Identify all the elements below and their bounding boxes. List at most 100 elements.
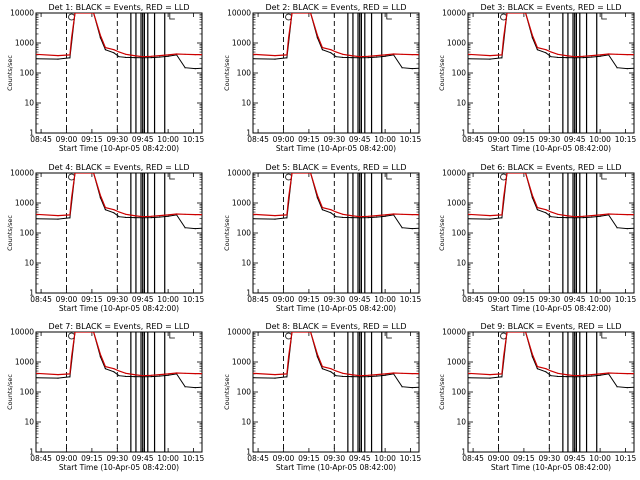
data-point-lld: [321, 366, 324, 368]
data-point-lld: [142, 56, 144, 58]
y-tick-label: 10000: [227, 9, 251, 18]
data-point-lld: [330, 368, 332, 370]
data-point-lld: [274, 374, 276, 376]
data-point-events: [418, 227, 419, 229]
data-point-lld: [359, 375, 361, 377]
top-marker-hook: [169, 13, 175, 20]
y-tick-label: 100: [452, 69, 467, 78]
data-point-events: [330, 52, 332, 54]
x-tick-label: 08:45: [247, 454, 269, 463]
data-point-lld: [582, 55, 584, 57]
chart-panel-5: Det 5: BLACK = Events, RED = LLD 1 10 100 10…: [223, 163, 422, 313]
data-point-lld: [184, 372, 186, 374]
x-axis-label: Start Time (10-Apr-05 08:42:00): [491, 304, 611, 313]
chart-title: Det 7: BLACK = Events, RED = LLD: [49, 322, 190, 331]
data-point-events: [335, 56, 337, 58]
x-tick-label: 09:45: [132, 295, 154, 304]
data-point-lld: [342, 53, 344, 55]
data-point-events: [616, 386, 618, 388]
data-point-events: [468, 58, 469, 60]
data-point-events: [376, 56, 378, 58]
data-point-lld: [125, 53, 127, 55]
data-point-lld: [159, 215, 161, 217]
data-point-lld: [287, 356, 290, 358]
data-point-events: [201, 227, 202, 229]
data-point-events: [574, 217, 576, 219]
data-point-lld: [557, 372, 559, 374]
x-tick-label: 10:15: [400, 295, 422, 304]
data-point-lld: [392, 213, 395, 215]
series-line-lld: [253, 13, 419, 58]
plot-area: [36, 173, 202, 293]
x-tick-label: 09:30: [323, 295, 345, 304]
plot-area: [468, 13, 634, 133]
data-point-events: [36, 58, 37, 60]
series-line-lld: [468, 173, 634, 218]
data-point-events: [582, 217, 584, 219]
data-point-events: [175, 214, 178, 216]
data-point-events: [574, 376, 576, 378]
data-point-lld: [118, 370, 120, 372]
top-marker-hook: [169, 332, 175, 339]
plot-area: [253, 173, 419, 293]
data-point-events: [330, 371, 332, 373]
data-point-lld: [501, 373, 503, 375]
y-tick-label: 1000: [15, 358, 34, 367]
data-point-events: [468, 218, 469, 220]
top-marker-hook: [601, 173, 607, 180]
data-point-lld: [591, 215, 593, 217]
x-tick-label: 09:00: [488, 135, 510, 144]
data-point-lld: [384, 214, 386, 216]
x-tick-label: 09:00: [273, 295, 295, 304]
data-point-events: [167, 55, 169, 57]
x-tick-label: 09:45: [564, 454, 586, 463]
plot-frame: [35, 12, 203, 134]
data-point-lld: [330, 49, 332, 51]
y-tick-label: 10000: [10, 9, 34, 18]
data-point-lld: [376, 374, 378, 376]
data-point-lld: [150, 215, 152, 217]
data-point-lld: [506, 13, 508, 14]
x-tick-label: 08:45: [30, 135, 52, 144]
data-point-events: [150, 217, 152, 219]
y-axis-label: Counts/sec: [6, 215, 14, 251]
x-tick-label: 08:45: [30, 295, 52, 304]
data-point-events: [335, 375, 337, 377]
x-axis-label: Start Time (10-Apr-05 08:42:00): [276, 304, 396, 313]
data-point-events: [418, 386, 419, 388]
data-point-events: [376, 216, 378, 218]
x-tick-label: 09:00: [56, 454, 78, 463]
x-axis-label: Start Time (10-Apr-05 08:42:00): [276, 463, 396, 472]
y-axis-label: Counts/sec: [438, 215, 446, 251]
data-point-events: [201, 386, 202, 388]
data-point-lld: [536, 47, 539, 49]
top-marker-hook: [601, 332, 607, 339]
data-point-events: [574, 57, 576, 59]
data-point-events: [582, 376, 584, 378]
data-point-events: [607, 373, 610, 375]
data-point-lld: [274, 215, 276, 217]
data-point-events: [194, 387, 196, 389]
data-point-events: [633, 227, 634, 229]
data-point-lld: [524, 173, 527, 174]
data-point-lld: [184, 53, 186, 55]
x-axis-label: Start Time (10-Apr-05 08:42:00): [491, 144, 611, 153]
data-point-events: [550, 56, 552, 58]
data-point-lld: [376, 55, 378, 57]
x-tick-label: 09:00: [488, 295, 510, 304]
data-point-lld: [574, 56, 576, 58]
data-point-events: [133, 217, 135, 219]
data-point-events: [489, 377, 491, 379]
data-point-lld: [133, 55, 135, 57]
data-point-events: [36, 377, 37, 379]
data-point-lld: [607, 53, 610, 55]
x-tick-label: 09:00: [273, 454, 295, 463]
data-point-events: [565, 217, 567, 219]
data-point-lld: [626, 214, 628, 216]
x-tick-label: 09:15: [513, 454, 535, 463]
x-axis-label: Start Time (10-Apr-05 08:42:00): [491, 463, 611, 472]
data-point-lld: [401, 372, 403, 374]
x-tick-label: 08:45: [462, 295, 484, 304]
data-point-lld: [118, 211, 120, 213]
x-axis-label: Start Time (10-Apr-05 08:42:00): [59, 463, 179, 472]
